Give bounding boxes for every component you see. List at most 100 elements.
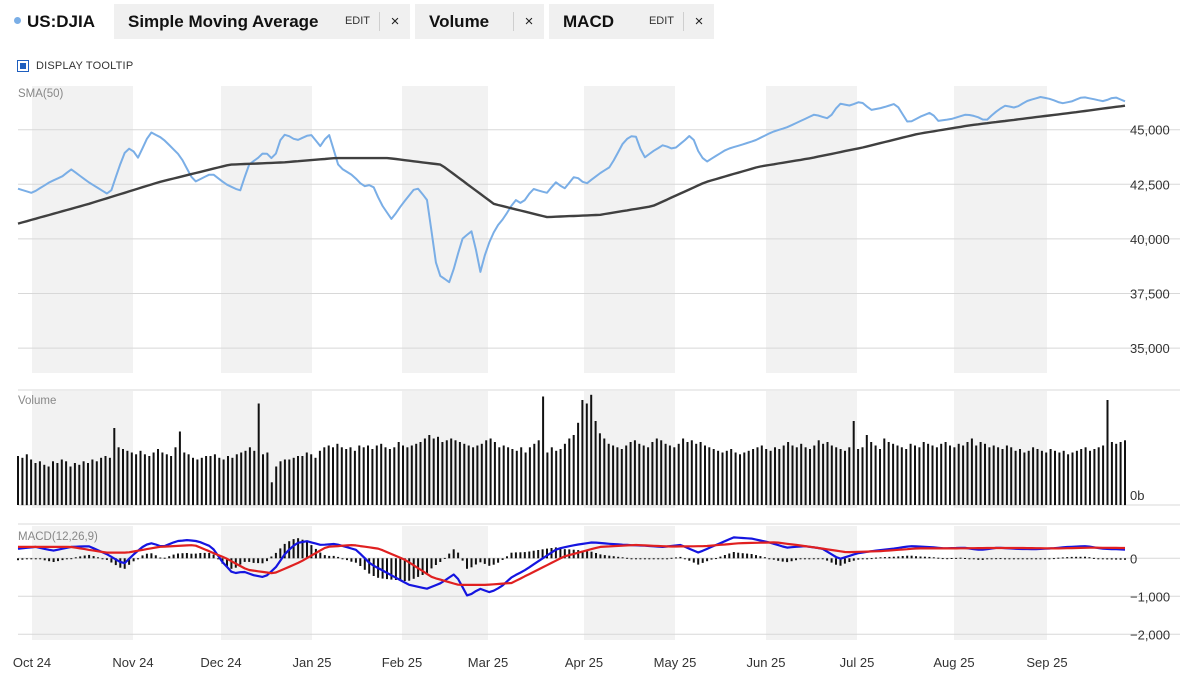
macd-histogram-bar [199, 553, 202, 559]
edit-volume-button[interactable] [501, 12, 514, 31]
macd-histogram-bar [332, 555, 335, 559]
remove-sma-button[interactable]: × [390, 13, 400, 30]
volume-bar [17, 456, 19, 505]
macd-histogram-bar [297, 538, 300, 559]
macd-histogram-bar [648, 558, 651, 560]
macd-histogram-bar [426, 558, 428, 574]
macd-histogram-bar [532, 550, 535, 559]
x-tick-label: Aug 25 [933, 655, 974, 670]
volume-bar [30, 459, 33, 505]
macd-histogram-bar [537, 550, 540, 559]
tooltip-checkbox[interactable] [17, 60, 29, 72]
macd-histogram-bar [492, 558, 495, 565]
macd-histogram-bar [217, 558, 220, 560]
volume-bar [717, 450, 720, 506]
edit-sma-button[interactable]: EDIT [336, 12, 380, 31]
month-band [402, 86, 488, 373]
volume-bar [647, 447, 650, 506]
remove-volume-button[interactable]: × [524, 13, 534, 30]
volume-bar [638, 443, 641, 505]
volume-bar [730, 449, 733, 505]
macd-histogram-bar [150, 553, 153, 559]
volume-bar [130, 452, 133, 505]
macd-histogram-bar [479, 558, 482, 563]
volume-bar [362, 447, 365, 506]
volume-bar [1023, 452, 1026, 505]
macd-histogram-bar [1021, 558, 1024, 560]
macd-histogram-bar [279, 548, 282, 559]
volume-bar [760, 445, 763, 505]
remove-macd-button[interactable]: × [694, 13, 704, 30]
macd-histogram-bar [857, 558, 860, 560]
volume-bar [690, 440, 693, 506]
volume-bar [148, 456, 151, 505]
macd-histogram-bar [257, 558, 260, 564]
volume-bar [612, 445, 615, 505]
macd-histogram-bar [755, 555, 757, 559]
display-tooltip-toggle[interactable]: DISPLAY TOOLTIP [17, 58, 133, 74]
macd-histogram-bar [212, 554, 215, 559]
macd-histogram-bar [114, 558, 117, 566]
volume-bar [542, 396, 545, 505]
macd-histogram-bar [915, 556, 917, 559]
volume-bar [310, 454, 313, 506]
volume-bar [677, 443, 680, 505]
macd-histogram-bar [875, 557, 877, 559]
macd-histogram-bar [666, 558, 669, 560]
volume-bar [126, 450, 129, 506]
volume-bar [581, 400, 584, 505]
macd-histogram-bar [448, 553, 451, 559]
volume-bar [165, 454, 168, 506]
volume-bar [756, 447, 759, 506]
edit-macd-button[interactable]: EDIT [640, 12, 684, 31]
macd-histogram-bar [843, 558, 846, 564]
macd-histogram-bar [923, 556, 926, 559]
macd-histogram-bar [474, 558, 477, 565]
macd-histogram-bar [137, 558, 139, 560]
x-tick-label: Jan 25 [292, 655, 331, 670]
volume-bar [603, 438, 606, 505]
volume-bar [432, 438, 435, 505]
macd-histogram-bar [328, 555, 331, 559]
macd-histogram-bar [639, 558, 642, 560]
macd-histogram-bar [946, 558, 949, 560]
volume-bar [345, 449, 348, 505]
macd-histogram-bar [826, 558, 829, 561]
macd-histogram-bar [172, 554, 175, 559]
macd-histogram-bar [852, 558, 855, 561]
x-tick-label: Oct 24 [13, 655, 51, 670]
macd-histogram-bar [154, 555, 157, 559]
volume-bar [415, 443, 418, 505]
macd-histogram-bar [105, 558, 108, 560]
y-tick-label: −1,000 [1130, 589, 1170, 604]
volume-bar [297, 456, 299, 505]
volume-bar [56, 463, 59, 505]
volume-bar [953, 447, 956, 506]
volume-bar [231, 457, 234, 506]
macd-histogram-bar [101, 558, 104, 560]
macd-histogram-bar [57, 558, 59, 562]
macd-histogram-bar [888, 556, 891, 559]
volume-bar [979, 442, 982, 505]
macd-histogram-bar [635, 558, 637, 560]
macd-histogram-bar [372, 558, 375, 576]
volume-bar [817, 440, 820, 506]
macd-histogram-bar [808, 558, 811, 560]
volume-bar [839, 449, 842, 505]
macd-histogram-bar [719, 556, 722, 559]
volume-bar [450, 438, 453, 505]
macd-histogram-bar [1119, 558, 1122, 560]
volume-bar [200, 457, 203, 506]
macd-histogram-bar [652, 558, 655, 560]
macd-histogram-bar [274, 552, 277, 559]
macd-histogram-bar [870, 558, 873, 560]
macd-histogram-bar [1110, 558, 1113, 560]
volume-bar [804, 447, 807, 506]
macd-histogram-bar [692, 558, 695, 563]
macd-histogram-bar [470, 558, 473, 568]
volume-bar [524, 452, 527, 505]
volume-bar [95, 461, 98, 506]
volume-bar [183, 452, 186, 505]
volume-bar [493, 442, 496, 505]
